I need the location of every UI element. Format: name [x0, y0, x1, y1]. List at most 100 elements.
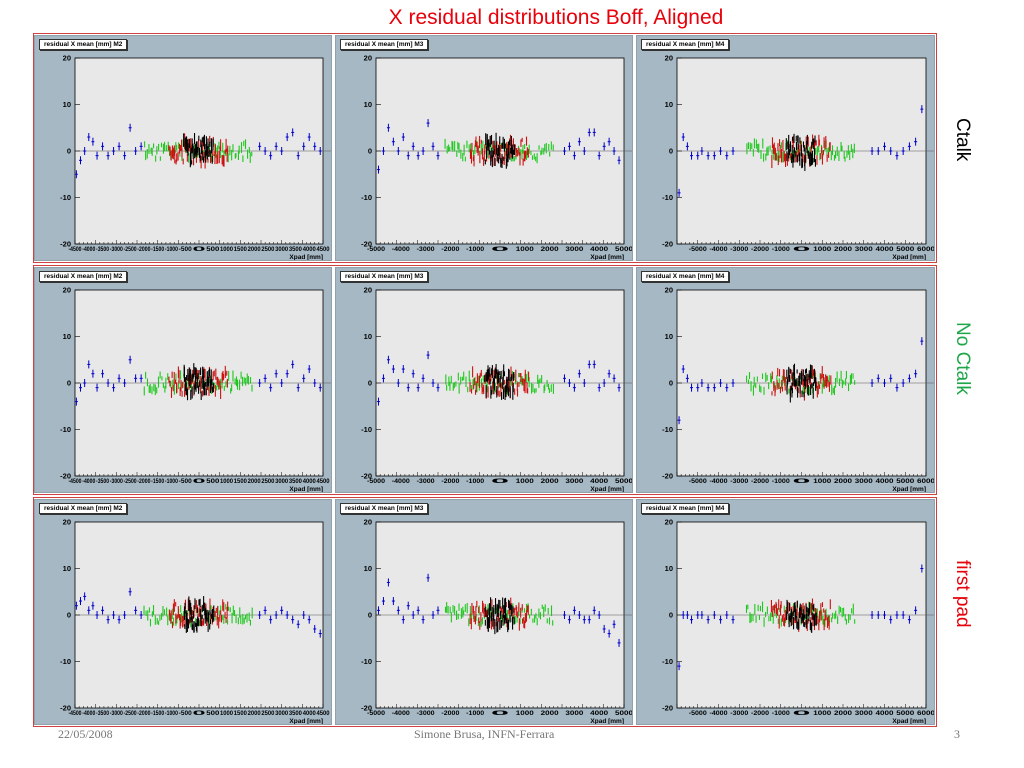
data-point [597, 151, 601, 160]
chart-panel: residual X mean [mm] M3 20 10 0 -10 -20 -5000-… [335, 499, 633, 725]
data-point [95, 151, 99, 160]
data-point [870, 147, 874, 155]
y-tick-label: -10 [60, 425, 71, 434]
x-tick-label: 4000 [876, 711, 895, 717]
data-point [696, 611, 700, 619]
data-point [607, 137, 611, 146]
x-tick-label: -3500 [96, 247, 110, 253]
data-point [907, 615, 911, 624]
y-tick-label: 10 [665, 564, 673, 573]
x-tick-label: -2000 [751, 247, 770, 253]
chart-panel: residual X mean [mm] M3 20 10 0 -10 -20 -5000-… [335, 35, 633, 261]
x-tick-label: 1000 [813, 479, 832, 485]
x-tick-label: -2000 [137, 711, 151, 717]
data-point [706, 383, 710, 392]
data-point [577, 611, 581, 619]
x-tick-label: 1000 [220, 479, 234, 485]
x-tick-label: 3000 [565, 247, 584, 253]
x-tick-label: -2000 [137, 479, 151, 485]
data-point [112, 147, 116, 155]
x-tick-label: 2000 [541, 247, 560, 253]
data-point [258, 142, 262, 151]
x-tick-label: 2000 [834, 479, 853, 485]
y-tick-label: -10 [662, 425, 673, 434]
data-point [889, 147, 893, 155]
data-point [307, 365, 311, 374]
y-tick-label: 0 [669, 147, 673, 156]
y-tick-label: -10 [60, 657, 71, 666]
data-point [612, 147, 616, 155]
data-point [274, 369, 278, 378]
data-point [696, 151, 700, 160]
x-tick-label: 1000 [516, 479, 535, 485]
x-tick-label: 1000 [813, 711, 832, 717]
data-point [901, 379, 905, 387]
y-tick-label: 0 [67, 379, 71, 388]
data-point [681, 365, 685, 374]
x-tick-label: -3500 [96, 711, 110, 717]
data-point [416, 606, 420, 615]
data-point [74, 170, 78, 179]
x-tick-label: 500 [206, 711, 220, 717]
data-point [426, 351, 430, 360]
data-point [79, 156, 83, 165]
x-tick-label: 2000 [834, 247, 853, 253]
data-point [411, 369, 415, 378]
chart-svg: 20 10 0 -10 -20-4500 -4000 -3500 -3000 -2500 -200… [60, 286, 331, 492]
y-tick-label: -10 [361, 193, 372, 202]
x-tick-label: 5000 [896, 247, 915, 253]
data-point [725, 151, 729, 160]
x-tick-label: 3000 [275, 711, 289, 717]
row-frame [33, 33, 937, 263]
data-point [263, 606, 267, 615]
row-frame [33, 265, 937, 495]
x-axis-label: Xpad [mm] [289, 718, 323, 725]
x-tick-label: 2000 [248, 247, 262, 253]
data-point [870, 379, 874, 387]
data-point [889, 374, 893, 383]
data-point [907, 374, 911, 383]
data-point [436, 151, 440, 160]
y-tick-label: 20 [665, 286, 673, 295]
y-tick-label: 20 [364, 286, 372, 295]
data-point [685, 611, 689, 619]
data-point [406, 151, 410, 160]
data-point [128, 355, 132, 364]
data-point [134, 606, 138, 615]
data-point [302, 611, 306, 619]
data-point [690, 151, 694, 160]
x-tick-label: -3000 [417, 711, 436, 717]
data-point [79, 383, 83, 392]
data-point [696, 383, 700, 392]
data-point [411, 611, 415, 619]
x-tick-label: -5000 [367, 479, 386, 485]
x-tick-label: 1500 [234, 711, 248, 717]
y-tick-label: 10 [63, 564, 71, 573]
data-point [411, 142, 415, 151]
data-point [83, 147, 87, 155]
data-point [263, 374, 267, 383]
y-tick-label: 10 [665, 332, 673, 341]
page-number: 3 [954, 727, 960, 741]
x-tick-label: 5000 [896, 479, 915, 485]
data-point [91, 137, 95, 146]
data-point [421, 374, 425, 383]
data-point [719, 147, 723, 155]
x-tick-label: -500 [179, 711, 193, 717]
data-point [139, 374, 143, 383]
row-frame [33, 497, 937, 727]
data-point [386, 355, 390, 364]
data-point [883, 611, 886, 619]
data-point [690, 615, 694, 624]
data-point [416, 383, 420, 392]
data-point [391, 597, 395, 606]
footer-date: 22/05/2008 [58, 727, 113, 741]
x-tick-label: 0 [192, 711, 208, 717]
data-point [376, 606, 380, 615]
data-point [106, 151, 110, 160]
data-point [700, 147, 704, 155]
